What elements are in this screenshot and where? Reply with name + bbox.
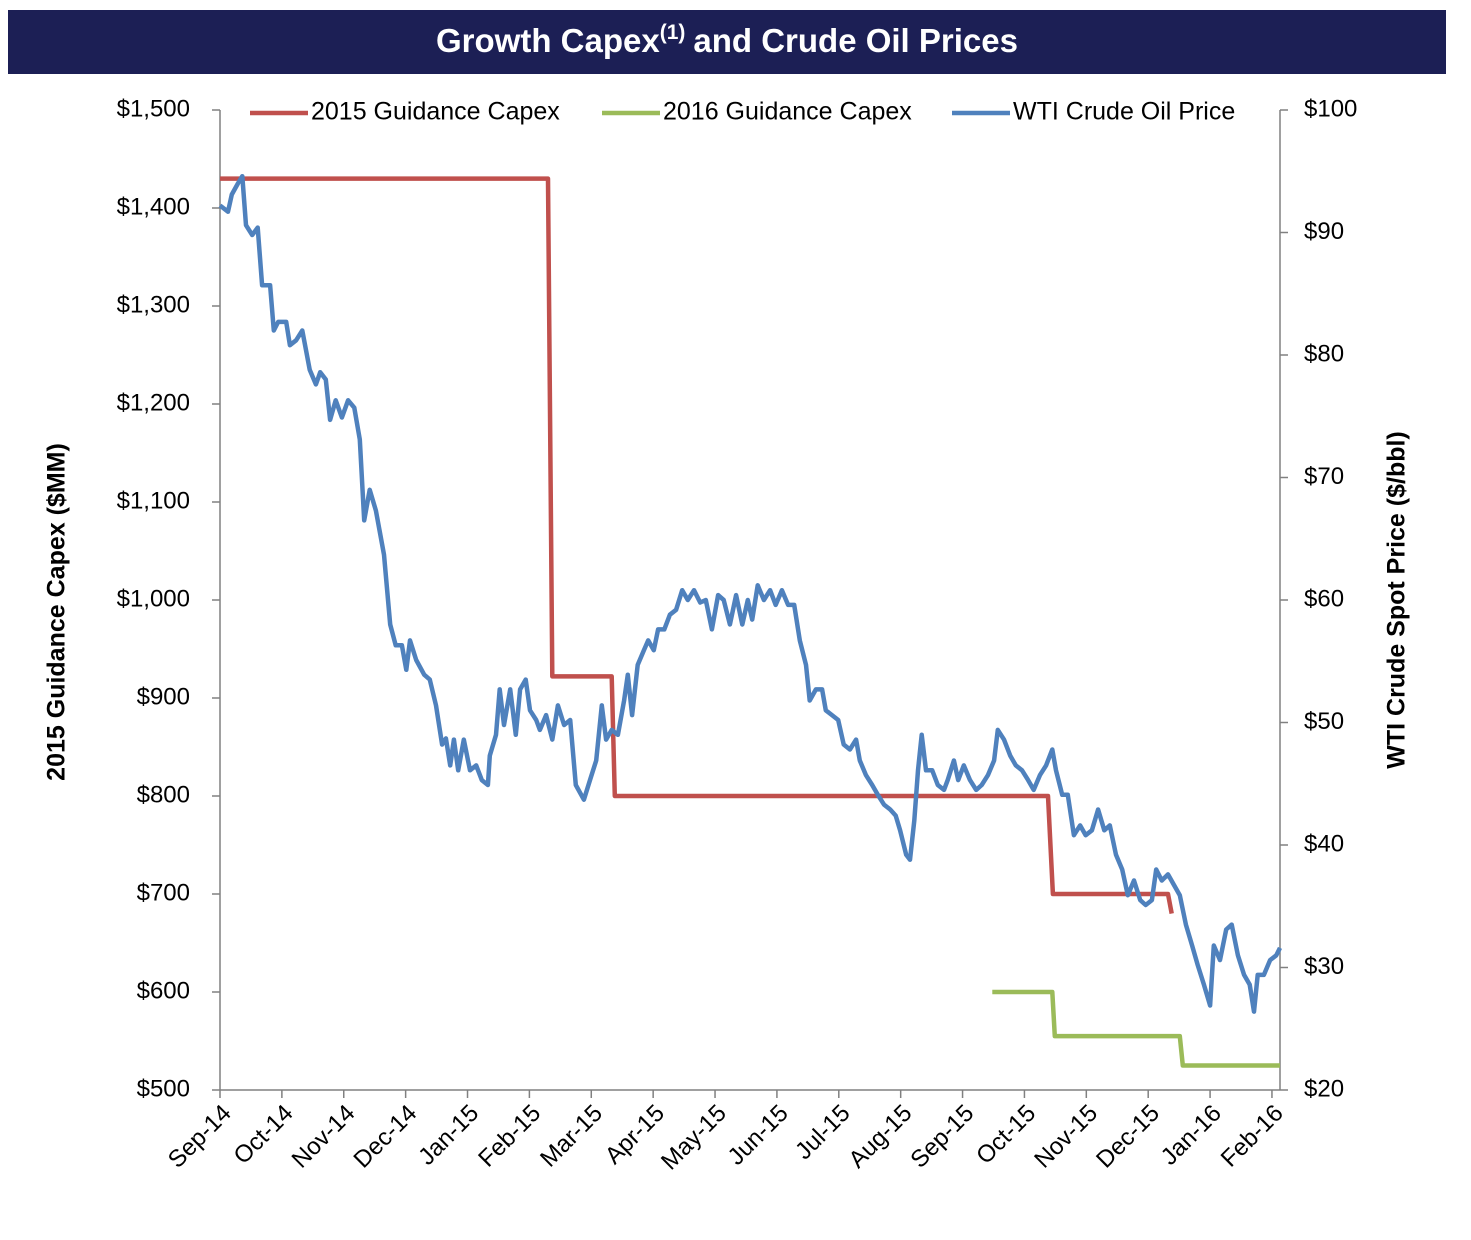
y2-tick-label: $60	[1304, 585, 1344, 612]
title-bar	[8, 10, 1446, 74]
x-tick-label: Oct-15	[971, 1100, 1041, 1170]
y2-tick-label: $40	[1304, 830, 1344, 857]
y-tick-label: $1,000	[117, 585, 190, 612]
x-tick-label: Feb-16	[1216, 1100, 1289, 1173]
y-tick-label: $700	[137, 879, 190, 906]
y-tick-label: $1,100	[117, 487, 190, 514]
y2-tick-label: $50	[1304, 708, 1344, 735]
legend-label: 2016 Guidance Capex	[663, 98, 912, 126]
y-tick-label: $600	[137, 977, 190, 1004]
y2-axis-title: WTI Crude Spot Price ($/bbl)	[1383, 431, 1411, 769]
y2-tick-label: $30	[1304, 953, 1344, 980]
legend-label: 2015 Guidance Capex	[311, 98, 560, 126]
x-tick-label: Oct-14	[229, 1100, 299, 1170]
y-tick-label: $1,300	[117, 291, 190, 318]
series-line	[218, 173, 1283, 1014]
y2-tick-label: $70	[1304, 463, 1344, 490]
y2-tick-label: $100	[1304, 95, 1357, 122]
title-main: Growth Capex	[436, 22, 660, 59]
y2-tick-label: $20	[1304, 1075, 1344, 1102]
legend-label: WTI Crude Oil Price	[1013, 98, 1235, 126]
y-tick-label: $1,500	[117, 95, 190, 122]
x-tick-label: Aug-15	[844, 1100, 918, 1174]
y2-tick-label: $80	[1304, 340, 1344, 367]
title-superscript: (1)	[660, 21, 686, 44]
x-tick-label: Nov-14	[287, 1100, 361, 1174]
series-line	[992, 989, 1280, 1068]
x-tick-label: Feb-15	[473, 1100, 546, 1173]
title-rest: and Crude Oil Prices	[693, 22, 1018, 59]
x-tick-label: Dec-14	[349, 1100, 423, 1174]
x-tick-label: Sep-14	[163, 1100, 237, 1174]
x-tick-label: Sep-15	[905, 1100, 979, 1174]
x-tick-label: Mar-15	[535, 1100, 608, 1173]
y-tick-label: $1,200	[117, 389, 190, 416]
x-tick-label: Jan-16	[1156, 1100, 1227, 1171]
y-axis-title: 2015 Guidance Capex ($MM)	[43, 443, 71, 781]
series-line	[220, 176, 1174, 915]
y-tick-label: $500	[137, 1075, 190, 1102]
x-tick-label: Dec-15	[1091, 1100, 1165, 1174]
y-tick-label: $1,400	[117, 193, 190, 220]
y-tick-label: $900	[137, 683, 190, 710]
x-tick-label: Nov-15	[1029, 1100, 1103, 1174]
y2-tick-label: $90	[1304, 218, 1344, 245]
x-tick-label: May-15	[656, 1100, 732, 1176]
chart-title: Growth Capex(1) and Crude Oil Prices	[436, 21, 1018, 59]
y-tick-label: $800	[137, 781, 190, 808]
x-tick-label: Jan-15	[413, 1100, 484, 1171]
x-tick-label: Jun-15	[723, 1100, 794, 1171]
